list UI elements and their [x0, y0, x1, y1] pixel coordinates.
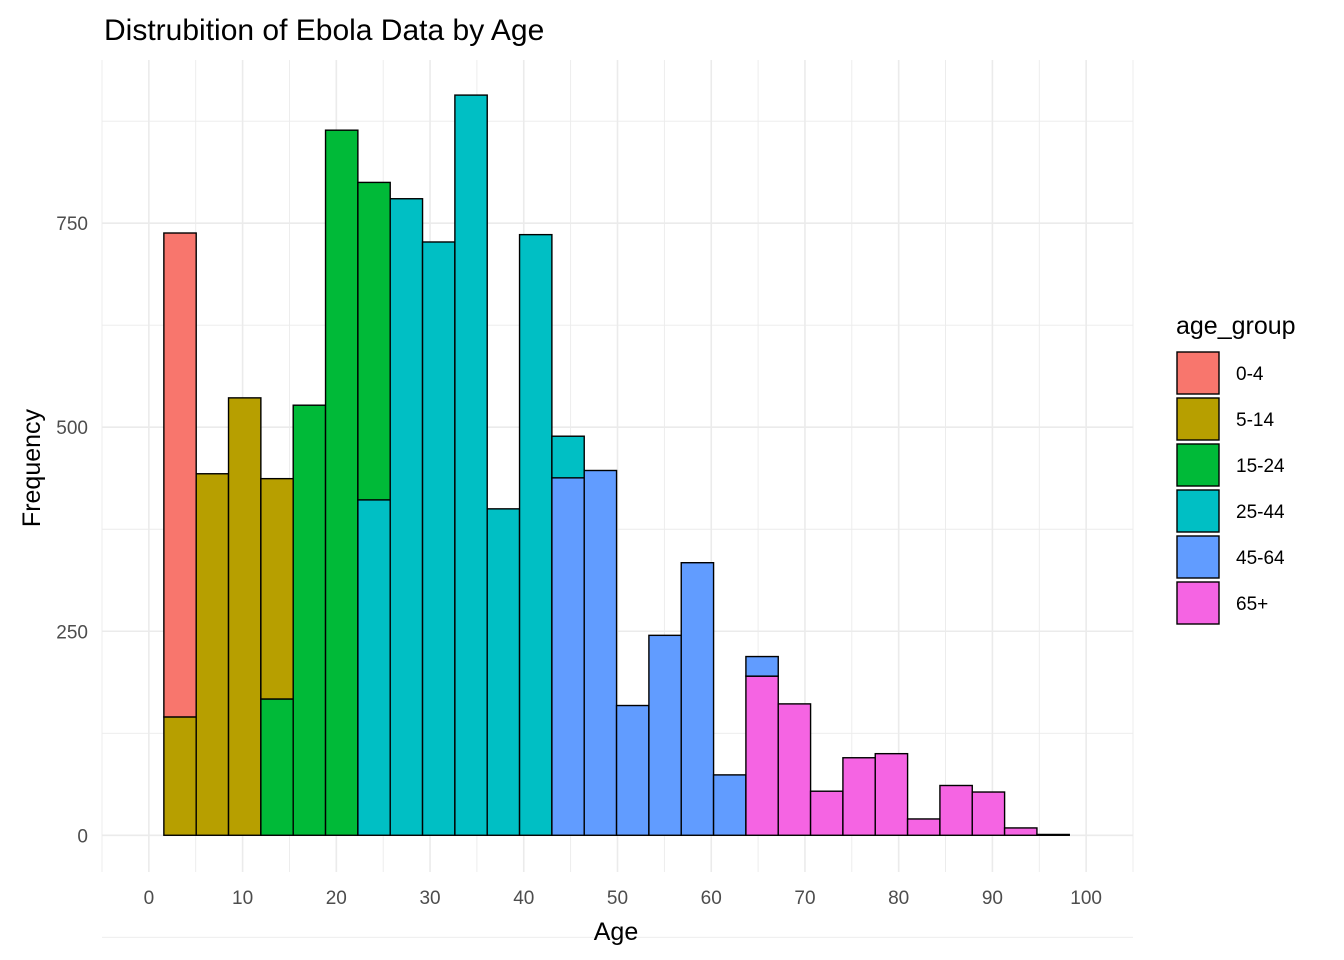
y-tick-label: 500	[56, 418, 88, 439]
legend-label-25-44: 25-44	[1236, 502, 1285, 523]
x-tick-label: 30	[419, 888, 440, 909]
y-tick-label: 250	[56, 622, 88, 643]
bar-segment-65+	[777, 703, 812, 836]
legend-label-5-14: 5-14	[1236, 410, 1274, 431]
legend-swatch-5-14	[1176, 397, 1220, 441]
x-tick-label: 70	[794, 888, 815, 909]
bar-segment-15-24	[324, 129, 359, 836]
x-tick-label: 10	[232, 888, 253, 909]
bar-segment-0-4	[163, 232, 197, 718]
legend-label-0-4: 0-4	[1236, 364, 1264, 385]
legend-label-45-64: 45-64	[1236, 548, 1285, 569]
bar-segment-65+	[906, 818, 941, 836]
legend-items: 0-4 5-14 15-24 25-44 45-64 65+	[1176, 351, 1285, 625]
legend-swatch-45-64	[1176, 535, 1220, 579]
legend-swatch-25-44	[1176, 489, 1220, 533]
chart-title: Distrubition of Ebola Data by Age	[104, 14, 544, 47]
y-tick-label: 0	[77, 826, 88, 847]
bar-segment-25-44	[551, 435, 585, 479]
bar-segment-25-44	[389, 198, 424, 836]
y-tick-label: 750	[56, 214, 88, 235]
x-tick-label: 50	[607, 888, 628, 909]
legend-title: age_group	[1176, 312, 1296, 340]
axis-ticks: 0 10 20 30 40 50 60 70 80 90 100 0 250 500 750	[56, 214, 1102, 909]
bar-segment-15-24	[292, 404, 327, 836]
x-tick-label: 100	[1070, 888, 1102, 909]
bar-segment-5-14	[227, 397, 262, 836]
bar-segment-15-24	[260, 698, 294, 836]
x-axis-title: Age	[594, 918, 638, 946]
legend-swatch-65+	[1176, 581, 1220, 625]
x-tick-label: 20	[326, 888, 347, 909]
bar-segment-25-44	[454, 94, 488, 836]
bar-segment-65+	[874, 752, 909, 836]
bar-segment-5-14	[195, 473, 230, 836]
bar-segment-65+	[1036, 833, 1070, 836]
bar-segment-25-44	[421, 241, 456, 836]
bar-segment-45-64	[712, 774, 747, 836]
bar-segment-45-64	[745, 655, 779, 677]
bar-segment-45-64	[648, 634, 682, 836]
bar-segment-45-64	[551, 477, 585, 836]
bar-segment-65+	[809, 790, 844, 836]
bar-segment-5-14	[260, 477, 294, 700]
legend-label-15-24: 15-24	[1236, 456, 1285, 477]
bar-segment-25-44	[518, 233, 553, 836]
bar-segment-65+	[842, 757, 876, 836]
y-axis-title: Frequency	[18, 408, 46, 527]
x-tick-label: 60	[701, 888, 722, 909]
legend-swatch-0-4	[1176, 351, 1220, 395]
bar-segment-5-14	[163, 716, 197, 836]
bar-segment-45-64	[583, 469, 618, 836]
x-tick-label: 80	[888, 888, 909, 909]
bar-segment-45-64	[680, 562, 715, 836]
bar-segment-65+	[1003, 827, 1038, 836]
legend-swatch-15-24	[1176, 443, 1220, 487]
bar-segment-65+	[939, 784, 973, 836]
legend: age_group 0-4 5-14 15-24 25-44 45-64 65+	[1176, 312, 1296, 625]
x-tick-label: 90	[982, 888, 1003, 909]
bar-segment-65+	[745, 675, 779, 836]
legend-label-65+: 65+	[1236, 594, 1268, 615]
bar-segment-45-64	[615, 704, 650, 836]
bar-segment-15-24	[357, 181, 391, 501]
bar-segment-65+	[971, 791, 1006, 836]
bar-segment-25-44	[486, 508, 521, 836]
bar-segment-25-44	[357, 499, 391, 836]
histogram-bars	[163, 94, 1070, 836]
x-tick-label: 40	[513, 888, 534, 909]
x-tick-label: 0	[144, 888, 155, 909]
